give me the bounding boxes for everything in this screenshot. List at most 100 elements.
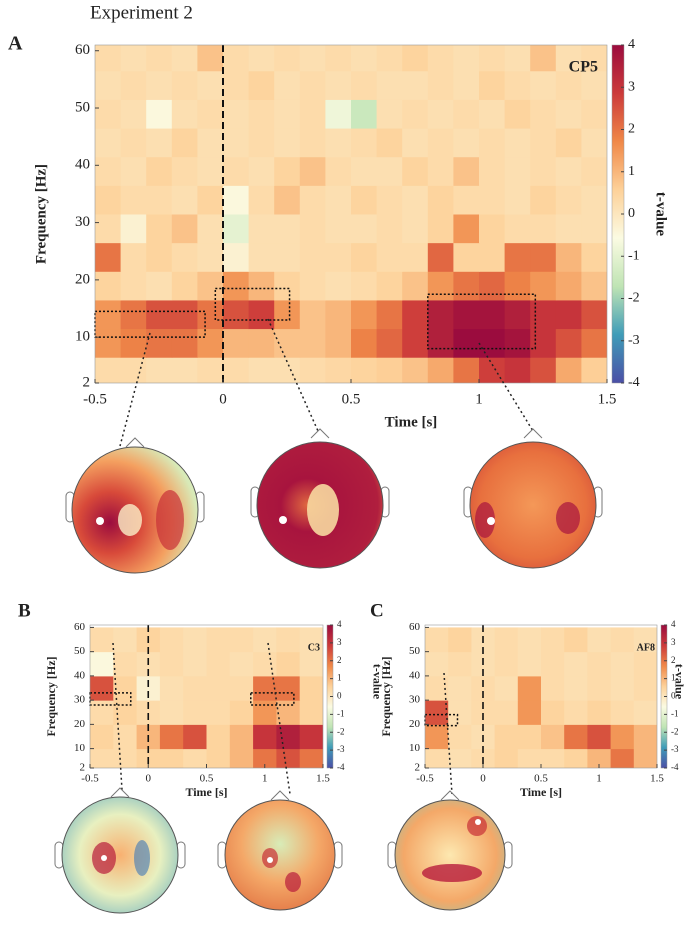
heatmap-cell bbox=[223, 70, 250, 100]
heatmap-cell bbox=[581, 70, 607, 100]
y-tick-label: 40 bbox=[74, 669, 86, 681]
heatmap bbox=[425, 627, 657, 768]
heatmap-cell bbox=[633, 675, 657, 701]
heatmap-cell bbox=[479, 271, 506, 301]
x-tick-label: 0.5 bbox=[200, 773, 214, 785]
heatmap-cell bbox=[171, 299, 198, 330]
heatmap-cell bbox=[206, 748, 231, 768]
heatmap-cell bbox=[113, 627, 138, 653]
heatmap-cell bbox=[299, 627, 323, 653]
heatmap-cell bbox=[633, 748, 657, 768]
heatmap-cell bbox=[453, 156, 480, 186]
heatmap-cell bbox=[425, 627, 449, 653]
heatmap-cell bbox=[248, 242, 275, 272]
heatmap-cell bbox=[453, 328, 480, 358]
heatmap-cell bbox=[223, 328, 250, 358]
heatmap-cell bbox=[274, 156, 301, 186]
heatmap-cell bbox=[555, 242, 582, 272]
heatmap-cell bbox=[564, 724, 588, 750]
colorbar-tick-label: 0 bbox=[337, 691, 342, 701]
heatmap-cell bbox=[299, 299, 326, 330]
heatmap-cell bbox=[197, 328, 224, 358]
heatmap-cell bbox=[402, 299, 429, 330]
y-tick-label: 2 bbox=[80, 762, 86, 774]
heatmap-cell bbox=[471, 700, 496, 725]
heatmap-cell bbox=[171, 185, 198, 215]
heatmap-cell bbox=[530, 242, 557, 272]
heatmap-cell bbox=[183, 651, 207, 677]
x-tick-label: 0 bbox=[480, 773, 486, 785]
heatmap-cell bbox=[402, 357, 429, 383]
heatmap-cell bbox=[564, 700, 588, 725]
heatmap-cell bbox=[479, 99, 506, 129]
heatmap-cell bbox=[90, 651, 114, 677]
heatmap-cell bbox=[504, 185, 531, 215]
heatmap-cell bbox=[171, 45, 198, 72]
x-tick-label: 0 bbox=[146, 773, 152, 785]
heatmap-cell bbox=[581, 242, 607, 272]
heatmap-cell bbox=[325, 271, 352, 301]
heatmap-cell bbox=[351, 185, 378, 215]
heatmap-cell bbox=[425, 724, 449, 750]
heatmap-cell bbox=[564, 651, 588, 677]
heatmap-cell bbox=[159, 651, 184, 677]
heatmap-cell bbox=[427, 357, 454, 383]
heatmap-cell bbox=[402, 214, 429, 244]
heatmap-cell bbox=[299, 128, 326, 158]
heatmap-cell bbox=[197, 128, 224, 158]
heatmap-cell bbox=[171, 242, 198, 272]
heatmap-cell bbox=[95, 357, 122, 383]
heatmap-cell bbox=[90, 700, 114, 725]
heatmap-cell bbox=[171, 271, 198, 301]
heatmap-cell bbox=[253, 675, 277, 701]
heatmap-cell bbox=[120, 185, 147, 215]
heatmap-cell bbox=[587, 675, 612, 701]
colorbar-tick-label: -3 bbox=[337, 744, 345, 754]
heatmap-cell bbox=[274, 242, 301, 272]
heatmap-cell bbox=[197, 214, 224, 244]
heatmap-cell bbox=[299, 242, 326, 272]
heatmap-cell bbox=[248, 45, 275, 72]
heatmap-cell bbox=[504, 242, 531, 272]
y-tick-label: 20 bbox=[75, 271, 90, 287]
heatmap-cell bbox=[146, 328, 173, 358]
heatmap-cell bbox=[587, 724, 612, 750]
heatmap-cell bbox=[494, 627, 519, 653]
heatmap-cell bbox=[351, 99, 378, 129]
colorbar-tick-label: -2 bbox=[337, 726, 345, 736]
y-tick-label: 2 bbox=[83, 374, 91, 390]
colorbar-tick-label: -1 bbox=[337, 708, 345, 718]
heatmap-cell bbox=[587, 627, 612, 653]
colorbar-tick-label: 3 bbox=[628, 79, 635, 94]
colorbar-tick-label: 4 bbox=[628, 37, 635, 52]
heatmap-cell bbox=[448, 700, 472, 725]
heatmap-cell bbox=[95, 45, 122, 72]
heatmap-cell bbox=[530, 214, 557, 244]
heatmap-cell bbox=[299, 185, 326, 215]
heatmap-cell bbox=[517, 748, 542, 768]
heatmap-cell bbox=[633, 651, 657, 677]
heatmap-cell bbox=[90, 748, 114, 768]
heatmap-cell bbox=[325, 99, 352, 129]
heatmap-cell bbox=[376, 156, 403, 186]
heatmap-cell bbox=[299, 748, 323, 768]
heatmap-cell bbox=[325, 214, 352, 244]
heatmap-cell bbox=[276, 748, 301, 768]
heatmap-cell bbox=[120, 45, 147, 72]
heatmap-cell bbox=[95, 271, 122, 301]
heatmap-cell bbox=[95, 242, 122, 272]
heatmap-cell bbox=[159, 724, 184, 750]
heatmap-cell bbox=[581, 99, 607, 129]
roi-box bbox=[214, 287, 291, 321]
heatmap-cell bbox=[120, 328, 147, 358]
heatmap-cell bbox=[197, 99, 224, 129]
heatmap-cell bbox=[555, 99, 582, 129]
heatmap-cell bbox=[494, 675, 519, 701]
heatmap-cell bbox=[183, 627, 207, 653]
heatmap-cell bbox=[299, 328, 326, 358]
heatmap-cell bbox=[248, 271, 275, 301]
heatmap-cell bbox=[223, 156, 250, 186]
heatmap-cell bbox=[274, 45, 301, 72]
heatmap-cell bbox=[564, 627, 588, 653]
heatmap-cell bbox=[90, 724, 114, 750]
